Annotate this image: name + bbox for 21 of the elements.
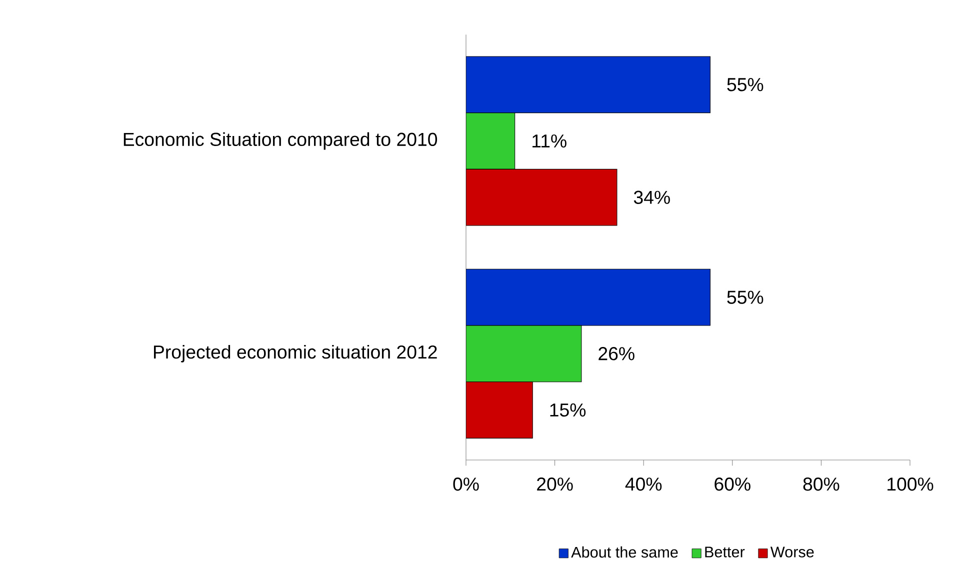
data-label: 34% <box>634 190 670 204</box>
bar <box>466 56 710 114</box>
bar <box>466 382 533 438</box>
x-tick-label: 60% <box>714 477 750 491</box>
x-tick-label: 100% <box>888 477 934 491</box>
data-label: 26% <box>598 347 634 360</box>
x-tick-label: 20% <box>537 477 573 491</box>
legend-label: Better <box>705 546 745 558</box>
x-tick-label: 40% <box>625 477 662 491</box>
legend-label: Worse <box>770 546 814 558</box>
y-tick-label: Economic Situation compared to 2010 <box>124 132 438 150</box>
data-label: 55% <box>727 290 764 304</box>
data-label: 55% <box>727 78 764 92</box>
x-tick-label: 0% <box>453 477 479 491</box>
x-tick-label: 80% <box>803 477 840 491</box>
bar <box>466 168 618 226</box>
bar <box>466 268 710 326</box>
legend-label: About the same <box>571 546 678 558</box>
data-label: 11% <box>532 134 566 148</box>
y-tick-label: Projected economic situation 2012 <box>154 344 437 362</box>
data-label: 15% <box>550 403 586 417</box>
